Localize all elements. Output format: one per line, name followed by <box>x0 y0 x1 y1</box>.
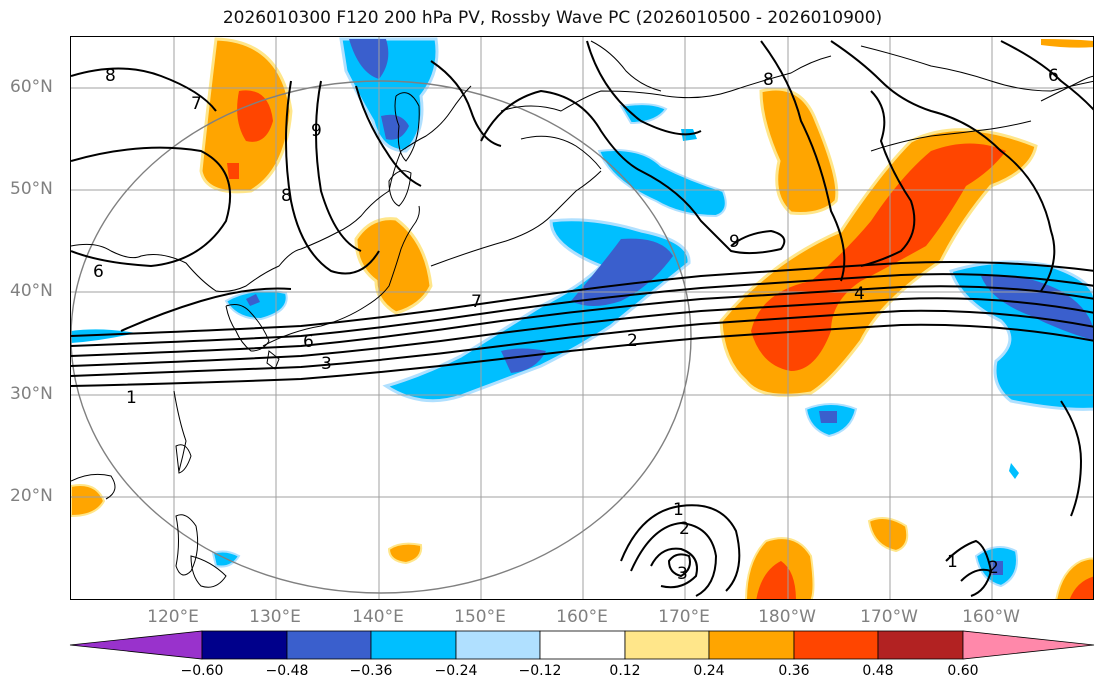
contour-label: 8 <box>281 186 292 206</box>
colorbar-segment-over <box>962 630 1095 660</box>
colorbar-segment <box>370 630 457 660</box>
contour-label: 1 <box>126 388 137 408</box>
lon-label-150e: 150°E <box>454 607 506 627</box>
colorbar-tick-label: −0.12 <box>518 663 562 679</box>
colorbar-segment <box>624 630 710 660</box>
colorbar-segment <box>877 630 964 660</box>
lon-label-120e: 120°E <box>147 607 199 627</box>
contour-label: 2 <box>627 331 638 351</box>
lon-label-160e: 160°E <box>556 607 608 627</box>
colorbar-tick-label: 0.60 <box>947 663 979 679</box>
colorbar-tick-label: −0.60 <box>180 663 224 679</box>
colorbar-segment <box>286 630 372 660</box>
colorbar-segment <box>793 630 879 660</box>
lon-label-160w: 160°W <box>962 607 1020 627</box>
contour-label: 6 <box>303 332 314 352</box>
lat-label-20n: 20°N <box>10 486 53 506</box>
colorbar-segment <box>201 630 288 660</box>
lat-label-40n: 40°N <box>10 281 53 301</box>
contour-label: 8 <box>763 70 774 90</box>
colorbar-segment <box>708 630 795 660</box>
colorbar-tick-label: 0.36 <box>778 663 810 679</box>
colorbar-segment <box>455 630 541 660</box>
contour-label: 2 <box>679 519 690 539</box>
lat-label-60n: 60°N <box>10 77 53 97</box>
lon-label-140e: 140°E <box>352 607 404 627</box>
contour-label: 6 <box>1048 66 1059 86</box>
map-title: 2026010300 F120 200 hPa PV, Rossby Wave … <box>222 8 883 28</box>
map-panel: 8 7 9 8 8 6 6 9 7 6 3 2 4 1 1 2 3 1 2 <box>70 36 1094 600</box>
colorbar-segments <box>69 630 1095 660</box>
lon-label-170e: 170°E <box>658 607 710 627</box>
contour-label: 6 <box>93 262 104 282</box>
lon-label-180w: 180°W <box>758 607 816 627</box>
contour-label: 4 <box>854 284 865 304</box>
contour-label-group: 8 7 9 8 8 6 6 9 7 6 3 2 4 1 1 2 3 1 2 <box>93 66 1059 584</box>
colorbar-tick-label: 0.48 <box>862 663 894 679</box>
map-svg: 8 7 9 8 8 6 6 9 7 6 3 2 4 1 1 2 3 1 2 <box>71 37 1093 599</box>
contour-label: 3 <box>677 564 688 584</box>
contour-label: 3 <box>321 354 332 374</box>
colorbar-tick-label: 0.12 <box>609 663 641 679</box>
contour-label: 2 <box>988 558 999 578</box>
colorbar-tick-label: −0.48 <box>265 663 309 679</box>
contour-label: 8 <box>105 66 116 86</box>
colorbar <box>69 630 1095 660</box>
contour-label: 7 <box>191 94 202 114</box>
pv-contours <box>71 40 1093 597</box>
colorbar-segment-under <box>69 630 203 660</box>
colorbar-segment <box>539 630 626 660</box>
contour-label: 7 <box>471 292 482 312</box>
lon-label-170w: 170°W <box>860 607 918 627</box>
contour-label: 9 <box>729 232 740 252</box>
contour-label: 1 <box>947 552 958 572</box>
reference-circle <box>71 80 692 594</box>
lat-label-50n: 50°N <box>10 179 53 199</box>
colorbar-tick-label: 0.24 <box>693 663 725 679</box>
contour-label: 1 <box>673 500 684 520</box>
lat-label-30n: 30°N <box>10 384 53 404</box>
colorbar-tick-label: −0.36 <box>349 663 393 679</box>
colorbar-tick-label: −0.24 <box>434 663 478 679</box>
contour-label: 9 <box>311 121 322 141</box>
lon-label-130e: 130°E <box>249 607 301 627</box>
